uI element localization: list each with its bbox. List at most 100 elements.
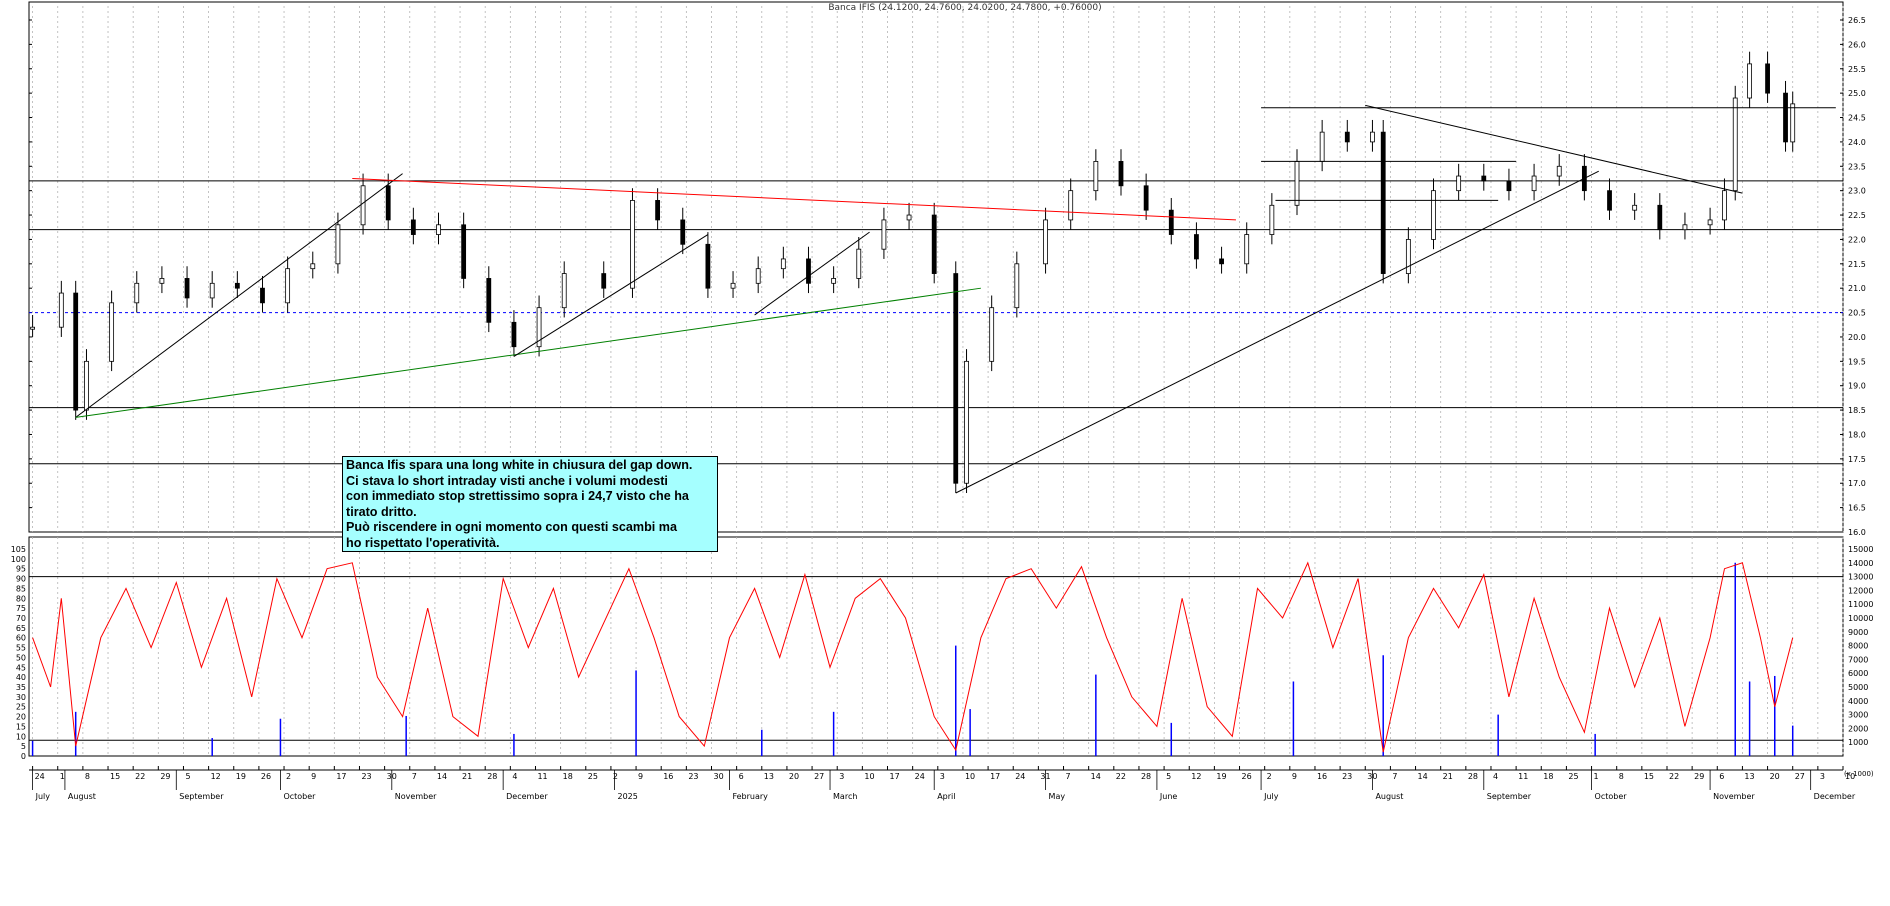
price-tick-label: 17.5 bbox=[1848, 455, 1866, 464]
candle-body bbox=[1118, 161, 1124, 187]
volume-tick-label: 14000 bbox=[1848, 559, 1873, 568]
date-tick-label: 1 bbox=[60, 772, 65, 781]
chart-title: Banca IFIS (24.1200, 24.7600, 24.0200, 2… bbox=[828, 3, 1101, 13]
annotation-line-2: Ci stava lo short intraday visti anche i… bbox=[346, 473, 668, 488]
date-tick-label: 26 bbox=[1242, 772, 1252, 781]
date-tick-label: 5 bbox=[1166, 772, 1171, 781]
month-label: July bbox=[1263, 792, 1279, 801]
candle-body bbox=[436, 224, 441, 235]
volume-tick-label: 3000 bbox=[1848, 711, 1868, 720]
date-tick-label: 4 bbox=[1493, 772, 1498, 781]
month-label: August bbox=[68, 792, 96, 801]
price-tick-label: 18.0 bbox=[1848, 430, 1866, 439]
date-tick-label: 9 bbox=[311, 772, 316, 781]
date-tick-label: 23 bbox=[688, 772, 698, 781]
candle-body bbox=[989, 307, 995, 362]
date-tick-label: 25 bbox=[588, 772, 598, 781]
date-tick-label: 23 bbox=[1342, 772, 1352, 781]
candle-body bbox=[536, 307, 542, 348]
candle-body bbox=[1732, 97, 1738, 192]
oscillator-tick-label: 10 bbox=[16, 732, 26, 741]
candle-body bbox=[1747, 63, 1753, 99]
candle-body bbox=[1344, 131, 1350, 143]
candle-body bbox=[780, 258, 786, 270]
price-tick-label: 21.5 bbox=[1848, 260, 1866, 269]
oscillator-tick-label: 15 bbox=[16, 722, 26, 731]
candle-body bbox=[1431, 190, 1436, 240]
candle-body bbox=[1722, 190, 1727, 221]
price-tick-label: 24.5 bbox=[1848, 114, 1866, 123]
candle-body bbox=[755, 268, 761, 284]
date-tick-label: 7 bbox=[412, 772, 417, 781]
candle-body bbox=[705, 243, 711, 289]
date-tick-label: 16 bbox=[1317, 772, 1327, 781]
candle-body bbox=[109, 302, 115, 362]
volume-tick-label: 5000 bbox=[1848, 683, 1868, 692]
volume-tick-label: 13000 bbox=[1848, 573, 1873, 582]
candle-body bbox=[1481, 175, 1487, 182]
annotation-line-5: Può riscendere in ogni momento con quest… bbox=[346, 520, 678, 534]
oscillator-panel-frame bbox=[28, 536, 1844, 757]
candle-body bbox=[1506, 180, 1512, 192]
date-tick-label: 2 bbox=[613, 772, 618, 781]
date-tick-label: 8 bbox=[1619, 772, 1624, 781]
volume-tick-label: 2000 bbox=[1848, 724, 1868, 733]
date-tick-label: 28 bbox=[1468, 772, 1478, 781]
date-tick-label: 19 bbox=[236, 772, 246, 781]
date-tick-label: 28 bbox=[487, 772, 497, 781]
month-label: September bbox=[179, 792, 224, 801]
candle-body bbox=[906, 214, 912, 221]
annotation-line-4: tirato dritto. bbox=[346, 504, 417, 519]
date-tick-label: 17 bbox=[990, 772, 1000, 781]
candle-body bbox=[730, 282, 736, 289]
oscillator-tick-label: 45 bbox=[16, 663, 26, 672]
price-tick-label: 23.0 bbox=[1848, 187, 1866, 196]
candle-body bbox=[856, 248, 862, 279]
date-tick-label: 22 bbox=[1116, 772, 1126, 781]
date-tick-label: 8 bbox=[85, 772, 90, 781]
date-tick-label: 26 bbox=[261, 772, 271, 781]
candle-body bbox=[1632, 204, 1638, 211]
candle-body bbox=[1765, 63, 1770, 94]
candle-body bbox=[655, 200, 661, 221]
date-tick-label: 12 bbox=[211, 772, 221, 781]
date-tick-label: 10 bbox=[1845, 772, 1855, 781]
month-label: February bbox=[732, 792, 768, 801]
month-label: August bbox=[1375, 792, 1403, 801]
date-tick-label: 11 bbox=[1518, 772, 1528, 781]
month-label: April bbox=[937, 792, 955, 801]
candle-body bbox=[881, 219, 887, 250]
candle-body bbox=[1219, 258, 1224, 265]
date-tick-label: 13 bbox=[764, 772, 774, 781]
candle-body bbox=[1456, 175, 1462, 192]
date-tick-label: 20 bbox=[789, 772, 799, 781]
date-tick-label: 10 bbox=[965, 772, 975, 781]
candle-body bbox=[184, 278, 190, 299]
date-tick-label: 9 bbox=[1292, 772, 1297, 781]
trendline-resistance-aug-nov bbox=[1365, 104, 1743, 194]
candle-body bbox=[1405, 239, 1411, 274]
date-tick-label: 11 bbox=[537, 772, 547, 781]
month-label: May bbox=[1049, 792, 1066, 801]
candle-body bbox=[1269, 204, 1275, 235]
date-tick-label: 1 bbox=[1594, 772, 1599, 781]
date-tick-label: 3 bbox=[839, 772, 844, 781]
candle-body bbox=[511, 321, 517, 348]
candle-body bbox=[1194, 234, 1199, 260]
month-label: October bbox=[283, 792, 316, 801]
price-tick-label: 16.5 bbox=[1848, 504, 1866, 513]
oscillator-tick-label: 60 bbox=[16, 634, 26, 643]
date-tick-label: 27 bbox=[814, 772, 824, 781]
date-tick-label: 15 bbox=[1644, 772, 1654, 781]
date-tick-label: 12 bbox=[1191, 772, 1201, 781]
candle-body bbox=[234, 282, 240, 289]
candle-body bbox=[1556, 165, 1562, 177]
volume-tick-label: 10000 bbox=[1848, 614, 1873, 623]
volume-tick-label: 7000 bbox=[1848, 655, 1868, 664]
candle-body bbox=[385, 185, 391, 221]
annotation-line-3: con immediato stop strettissimo sopra i … bbox=[346, 489, 689, 503]
date-tick-label: 14 bbox=[1091, 772, 1101, 781]
date-tick-label: 23 bbox=[361, 772, 371, 781]
date-tick-label: 29 bbox=[1694, 772, 1704, 781]
